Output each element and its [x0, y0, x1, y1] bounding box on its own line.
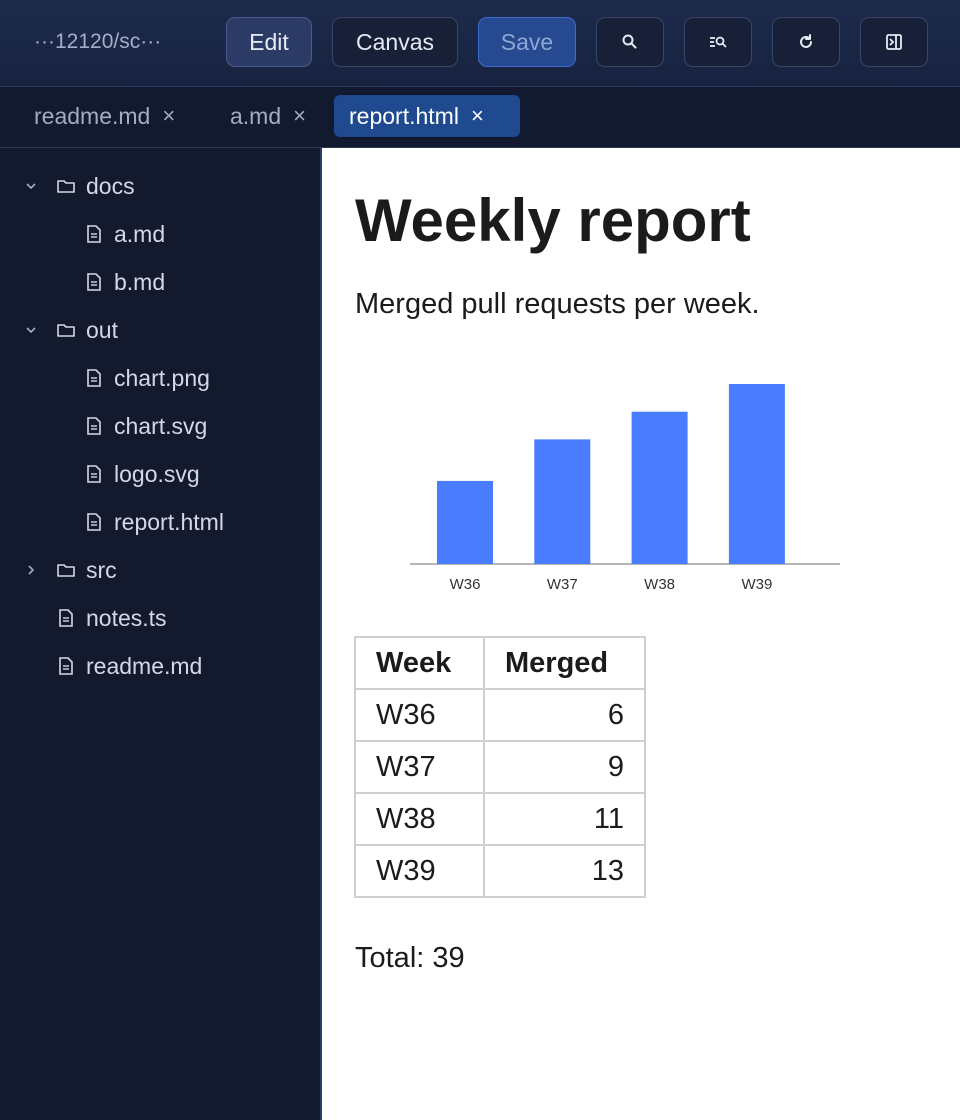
- chevron-right-icon: [28, 565, 35, 575]
- tree-file-notes-ts[interactable]: notes.ts: [56, 598, 167, 638]
- find-replace-button[interactable]: [684, 17, 752, 67]
- bar-w39: [728, 384, 785, 564]
- table-cell-merged: 11: [483, 792, 646, 846]
- path-breadcrumb[interactable]: ···12120/sc···: [34, 30, 162, 53]
- tab-label: readme.md: [34, 102, 151, 129]
- tree-file-chart-png[interactable]: chart.png: [84, 358, 210, 398]
- refresh-button[interactable]: [772, 17, 840, 67]
- tree-label: src: [86, 556, 117, 583]
- page-subtitle: Merged pull requests per week.: [355, 288, 760, 320]
- preview-pane: Weekly report Merged pull requests per w…: [322, 148, 960, 1120]
- toolbar: ···12120/sc··· Edit Canvas Save: [0, 0, 960, 87]
- x-tick-label: W38: [644, 576, 675, 593]
- search-button[interactable]: [596, 17, 664, 67]
- tree-label: report.html: [114, 508, 224, 535]
- table-cell-week: W39: [354, 844, 485, 898]
- bar-w36: [437, 480, 493, 564]
- file-icon: [87, 513, 101, 531]
- file-icon: [59, 657, 73, 675]
- file-explorer: docs a.md b.md out chart.png chart.svg l…: [0, 148, 322, 1120]
- tree-folder-src[interactable]: src: [20, 550, 117, 590]
- data-table: Week Merged W36 6 W37 9 W38 11 W39 13: [354, 636, 646, 898]
- tree-file-report-html[interactable]: report.html: [84, 502, 224, 542]
- tree-file-readme-md[interactable]: readme.md: [56, 646, 202, 686]
- search-icon: [622, 34, 637, 49]
- tree-label: notes.ts: [86, 604, 167, 631]
- table-cell-week: W36: [354, 688, 485, 742]
- tab-bar: readme.md × a.md × report.html ×: [0, 87, 960, 148]
- table-row: W37 9: [354, 740, 646, 794]
- table-header-week: Week: [354, 636, 485, 690]
- tree-label: out: [86, 316, 118, 343]
- tab-a-md[interactable]: a.md ×: [230, 95, 306, 137]
- tree-label: docs: [86, 172, 135, 199]
- folder-icon: [57, 324, 75, 337]
- tab-readme-md[interactable]: readme.md ×: [34, 95, 175, 137]
- table-header-row: Week Merged: [354, 636, 646, 690]
- total-text: Total: 39: [355, 942, 465, 974]
- tree-label: chart.png: [114, 364, 210, 391]
- file-icon: [87, 465, 101, 483]
- table-row: W38 11: [354, 792, 646, 846]
- table-cell-week: W38: [354, 792, 485, 846]
- tree-file-a-md[interactable]: a.md: [84, 214, 165, 254]
- file-icon: [87, 225, 101, 243]
- table-cell-merged: 6: [483, 688, 646, 742]
- table-row: W39 13: [354, 844, 646, 898]
- tab-report-html[interactable]: report.html ×: [334, 95, 520, 137]
- find-replace-icon: [710, 36, 727, 48]
- tree-label: logo.svg: [114, 460, 200, 487]
- chevron-down-icon: [26, 327, 36, 334]
- canvas-button[interactable]: Canvas: [332, 17, 458, 67]
- table-cell-merged: 13: [483, 844, 646, 898]
- bar-chart: W36 W37 W38 W39: [410, 384, 840, 593]
- edit-button[interactable]: Edit: [226, 17, 312, 67]
- table-header-merged: Merged: [483, 636, 646, 690]
- x-tick-label: W39: [741, 576, 772, 593]
- table-row: W36 6: [354, 688, 646, 742]
- refresh-icon: [800, 34, 812, 48]
- bar-w38: [631, 411, 688, 564]
- file-icon: [87, 369, 101, 387]
- chevron-down-icon: [26, 183, 36, 190]
- close-icon[interactable]: ×: [470, 103, 484, 128]
- file-icon: [87, 417, 101, 435]
- file-icon: [87, 273, 101, 291]
- tab-label: a.md: [230, 102, 282, 129]
- tree-file-b-md[interactable]: b.md: [84, 262, 165, 302]
- tree-label: chart.svg: [114, 412, 208, 439]
- folder-icon: [57, 564, 75, 577]
- file-icon: [59, 609, 73, 627]
- tree-label: b.md: [114, 268, 166, 295]
- tab-label: report.html: [349, 102, 459, 129]
- table-cell-week: W37: [354, 740, 485, 794]
- table-cell-merged: 9: [483, 740, 646, 794]
- tree-file-logo-svg[interactable]: logo.svg: [84, 454, 200, 494]
- tree-label: readme.md: [86, 652, 203, 679]
- toggle-panel-button[interactable]: [860, 17, 928, 67]
- tree-file-chart-svg[interactable]: chart.svg: [84, 406, 207, 446]
- page-title: Weekly report: [355, 187, 751, 254]
- x-tick-label: W36: [450, 576, 481, 593]
- folder-icon: [57, 180, 75, 193]
- tree-folder-docs[interactable]: docs: [20, 166, 135, 206]
- close-icon[interactable]: ×: [162, 103, 176, 128]
- tree-label: a.md: [114, 220, 166, 247]
- x-tick-label: W37: [547, 576, 578, 593]
- close-icon[interactable]: ×: [293, 103, 306, 128]
- bar-w37: [534, 439, 591, 564]
- toggle-panel-icon: [886, 34, 902, 50]
- tree-folder-out[interactable]: out: [20, 310, 118, 350]
- save-button[interactable]: Save: [478, 17, 576, 67]
